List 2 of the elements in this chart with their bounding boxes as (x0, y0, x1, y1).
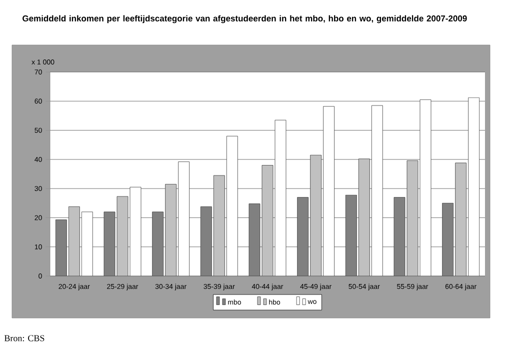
chart-title: Gemiddeld inkomen per leeftijdscategorie van afgestudeerden in het mbo, hbo en wo, gemiddelde 2007-2009 (22, 15, 467, 24)
text: Bron: CBS (4, 335, 44, 342)
